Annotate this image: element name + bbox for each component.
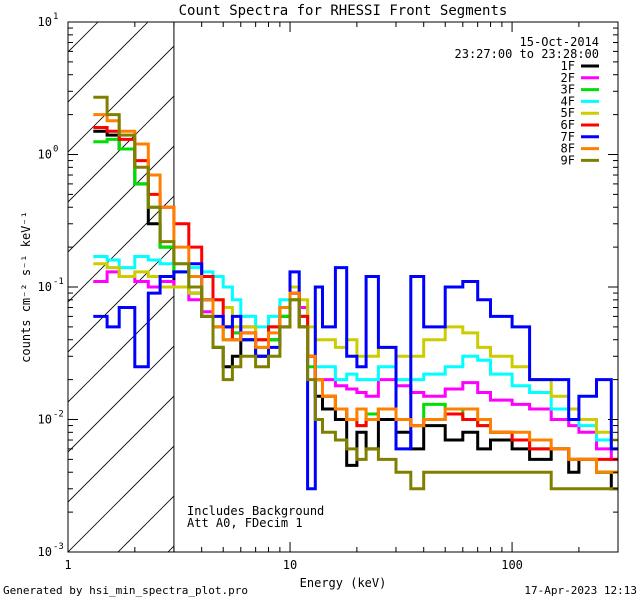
hatch-line [68,95,174,203]
hatch-line [68,195,174,303]
footer-generated-by: Generated by hsi_min_spectra_plot.pro [3,584,248,597]
y-axis-label: counts cm⁻² s⁻¹ keV⁻¹ [19,211,33,363]
legend-label: 7F [561,130,575,144]
legend-label: 2F [561,71,575,85]
y-tick-label: 10 [38,148,52,162]
annotation-background: Includes Background [187,504,324,518]
y-tick-label: 10 [38,545,52,559]
y-tick-exponent: -1 [53,277,64,287]
legend-label: 8F [561,142,575,156]
axis-ticks [67,21,619,553]
hatch-line [68,395,174,503]
legend-label: 5F [561,106,575,120]
legend-label: 4F [561,94,575,108]
x-tick-label: 1 [64,558,71,572]
x-tick-label: 10 [283,558,297,572]
series-8F [93,113,618,474]
annotation-attenuator: Att A0, FDecim 1 [187,516,303,530]
chart-title: Count Spectra for RHESSI Front Segments [179,3,508,19]
legend-label: 6F [561,118,575,132]
footer-date-stamp: 17-Apr-2023 12:13 [524,584,637,597]
y-tick-exponent: -2 [53,410,64,420]
y-tick-label: 10 [38,280,52,294]
x-tick-label: 100 [501,558,523,572]
y-tick-label: 10 [38,413,52,427]
y-tick-exponent: -3 [53,542,64,552]
date-label: 15-Oct-2014 [520,35,599,49]
hatch-line [618,22,640,552]
series-1F [93,129,618,491]
y-tick-label: 10 [38,15,52,29]
hatch-line [68,45,174,153]
series-9F [93,95,618,491]
x-axis-label: Energy (keV) [300,576,387,590]
excluded-region [68,22,640,552]
time-range-label: 23:27:00 to 23:28:00 [455,47,600,61]
hatch-line [68,245,174,353]
hatch-line [68,445,174,552]
y-tick-exponent: 1 [53,12,58,22]
legend-label: 9F [561,153,575,167]
legend-label: 3F [561,83,575,97]
legend-label: 1F [561,59,575,73]
y-tick-exponent: 0 [53,145,58,155]
